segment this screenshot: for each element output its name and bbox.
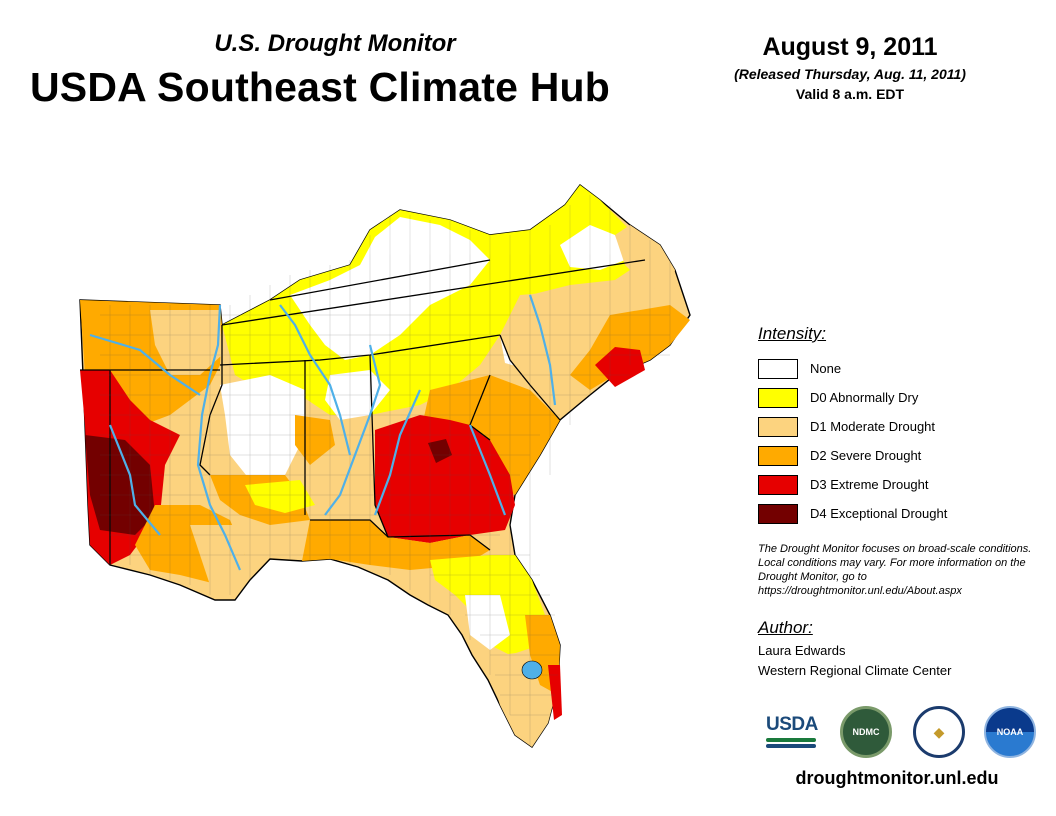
legend-swatch	[758, 474, 798, 495]
legend-label: D1 Moderate Drought	[810, 419, 936, 434]
usda-logo: USDA	[766, 714, 818, 754]
lake-okeechobee	[521, 660, 543, 680]
legend-swatch	[758, 358, 798, 379]
noaa-logo-text: NOAA	[996, 727, 1024, 737]
region-none-fl	[465, 595, 510, 650]
region-d2-fl-panhandle	[302, 520, 490, 570]
legend-label: D3 Extreme Drought	[810, 477, 929, 492]
legend-swatch	[758, 416, 798, 437]
rivers	[89, 294, 557, 571]
usda-logo-text: USDA	[766, 714, 818, 735]
drought-regions	[79, 184, 691, 748]
valid-time: Valid 8 a.m. EDT	[795, 86, 905, 102]
map-title: USDA Southeast Climate Hub	[30, 64, 611, 110]
legend-item-d2: D2 Severe Drought	[758, 441, 1048, 470]
partner-logos: USDA NDMC ◆ NOAA	[760, 706, 1050, 761]
drought-monitor-note: The Drought Monitor focuses on broad-sca…	[758, 543, 1032, 597]
legend-swatch	[758, 503, 798, 524]
date-block: August 9, 2011 (Released Thursday, Aug. …	[700, 33, 1000, 102]
map-subtitle: U.S. Drought Monitor	[214, 30, 456, 57]
legend-item-d3: D3 Extreme Drought	[758, 470, 1048, 499]
legend-label: D0 Abnormally Dry	[810, 390, 919, 405]
legend-label: None	[810, 361, 842, 376]
region-d4-la	[85, 435, 155, 535]
eagle-icon: ◆	[933, 723, 945, 740]
usda-logo-stripe	[766, 738, 816, 742]
legend-title: Intensity:	[758, 324, 827, 343]
legend-label: D2 Severe Drought	[810, 448, 922, 463]
county-grid	[100, 195, 671, 745]
legend-swatch	[758, 445, 798, 466]
region-none-ms	[220, 375, 305, 480]
ndmc-logo: NDMC	[840, 706, 892, 758]
author-org: Western Regional Climate Center	[758, 663, 952, 678]
legend-item-d0: D0 Abnormally Dry	[758, 383, 1048, 412]
region-d1-ar	[150, 310, 222, 375]
author-name: Laura Edwards	[758, 643, 846, 658]
doc-logo: ◆	[913, 706, 965, 758]
legend-item-none: None	[758, 354, 1048, 383]
ndmc-logo-text: NDMC	[852, 727, 880, 737]
legend-label: D4 Exceptional Drought	[810, 506, 948, 521]
release-date: (Released Thursday, Aug. 11, 2011)	[734, 66, 966, 82]
region-d1-la	[190, 525, 250, 595]
region-d3-nc	[595, 347, 645, 387]
map-date: August 9, 2011	[762, 33, 938, 61]
legend-swatch	[758, 387, 798, 408]
author-title: Author:	[758, 618, 813, 637]
region-none-va	[560, 225, 625, 270]
noaa-logo: NOAA	[984, 706, 1036, 758]
usda-logo-stripe	[766, 744, 816, 748]
website-link[interactable]: droughtmonitor.unl.edu	[795, 768, 999, 788]
legend-item-d1: D1 Moderate Drought	[758, 412, 1048, 441]
legend-item-d4: D4 Exceptional Drought	[758, 499, 1048, 528]
region-d0-ms	[245, 480, 315, 513]
region-d3-fl	[548, 665, 562, 720]
drought-map	[79, 184, 691, 748]
legend: Intensity: None D0 Abnormally Dry D1 Mod…	[758, 324, 1048, 678]
region-d4-ga	[428, 439, 452, 463]
